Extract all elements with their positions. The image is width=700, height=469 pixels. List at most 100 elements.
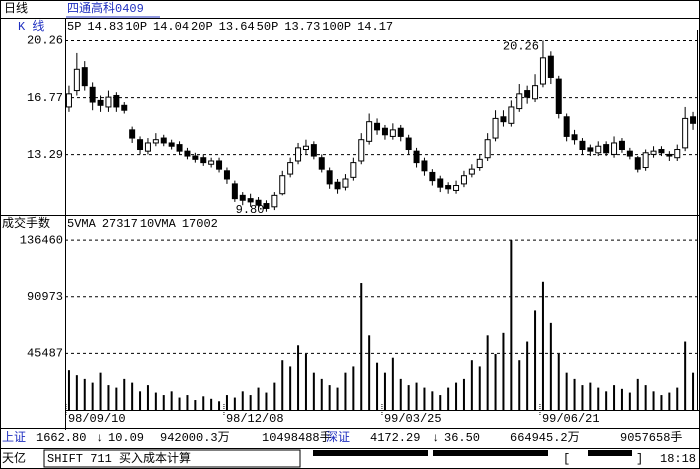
candle-body [176,144,183,152]
ma-name: 100P [322,20,351,34]
candle-body [81,67,88,87]
volume-bar [470,360,473,410]
volume-bar [178,397,181,410]
candle-body [184,150,191,157]
ma-value: 14.04 [153,20,189,34]
sh-change: 10.09 [108,431,144,445]
volume-bar [644,385,647,410]
volume-bar [628,392,631,410]
candle-body [334,181,341,190]
volume-bar [233,397,236,410]
volume-bar [289,366,292,410]
command-box[interactable] [43,449,301,468]
volume-bar [218,401,221,410]
candle-body [350,162,357,178]
candle-body [421,160,428,172]
candle-body [579,140,586,151]
volume-bar [613,385,616,410]
volume-bar [162,395,165,410]
x-tick-label: 99/03/25 [384,412,442,426]
ma-value: 13.73 [284,20,320,34]
sh-index: 1662.80 [36,431,86,445]
volume-bar [304,353,307,410]
candle-body [105,96,112,108]
volume-bar [297,345,300,410]
volume-bar [534,310,537,410]
volume-bar [668,392,671,410]
volume-bar [549,322,552,410]
volume-bar [273,382,276,410]
volume-bar [67,370,70,410]
volume-bar [565,372,568,410]
candle-body [374,122,381,131]
candle-body [247,198,254,203]
volume-bar [620,388,623,410]
candle-body [611,142,618,155]
candle-body [255,199,262,206]
ma-name: 10VMA [140,217,177,231]
candle-body [358,139,365,162]
volume-bar [652,391,655,410]
volume-bar [478,366,481,410]
candle-body [603,144,610,154]
sh-volume: 10498488手 [262,430,332,445]
volume-bar [154,392,157,410]
candle-body [97,99,104,106]
candle-body [295,147,302,162]
candle-body [152,139,159,144]
sz-index: 4172.29 [370,431,420,445]
candle-body [121,104,128,111]
sz-change: 36.50 [444,431,480,445]
volume-bar [249,395,252,410]
clock: 18:18 [660,452,696,466]
volume-bar [344,372,347,410]
volume-bar [225,395,228,410]
candle-body [516,93,523,110]
volume-bar [115,387,118,410]
candle-body [287,162,294,175]
volume-bar [439,395,442,410]
volume-bar [383,372,386,410]
candle-body [239,194,246,201]
sz-amount: 664945.2万 [510,431,580,445]
stock-name[interactable]: 四通高科0409 [67,0,144,16]
volume-bar [123,378,126,410]
app-name: 天亿 [2,450,26,466]
volume-bar [676,387,679,410]
period: 日线 [4,1,28,16]
x-tick-label: 98/09/10 [68,412,126,426]
candle-body [263,203,270,209]
candle-body [666,153,673,157]
candle-body [310,144,317,157]
candle-body [484,139,491,159]
candle-body [318,157,325,170]
ma-name: 5P [67,20,81,34]
candle-body [137,139,144,151]
status-bar: 上证 1662.80 ↓ 10.09 942000.3万 10498488手 深… [2,430,696,468]
candle-body [89,86,96,103]
panel-label: K 线 [18,19,44,34]
candle-body [595,145,602,154]
command: SHIFT 711 买入成本计算 [47,450,191,466]
ma-name: 5VMA [67,217,97,231]
volume-bar [605,391,608,410]
sz-name: 深证 [326,430,350,445]
volume-bar [462,378,465,410]
ma-name: 10P [125,20,147,34]
volume-bar [352,366,355,410]
candle-body [302,145,309,151]
volume-bar [91,382,94,410]
high-annotation: 20.26 [503,40,539,54]
volume-bar [186,395,189,410]
ma-value: 14.83 [87,20,123,34]
y-tick-label: 16.77 [27,91,63,105]
ma-value: 17002 [182,217,218,231]
candle-body [73,68,80,92]
candle-body [429,171,436,182]
candle-body [571,134,578,141]
ma-name: 20P [191,20,213,34]
x-tick-label: 98/12/08 [226,412,284,426]
candle-body [366,121,373,142]
